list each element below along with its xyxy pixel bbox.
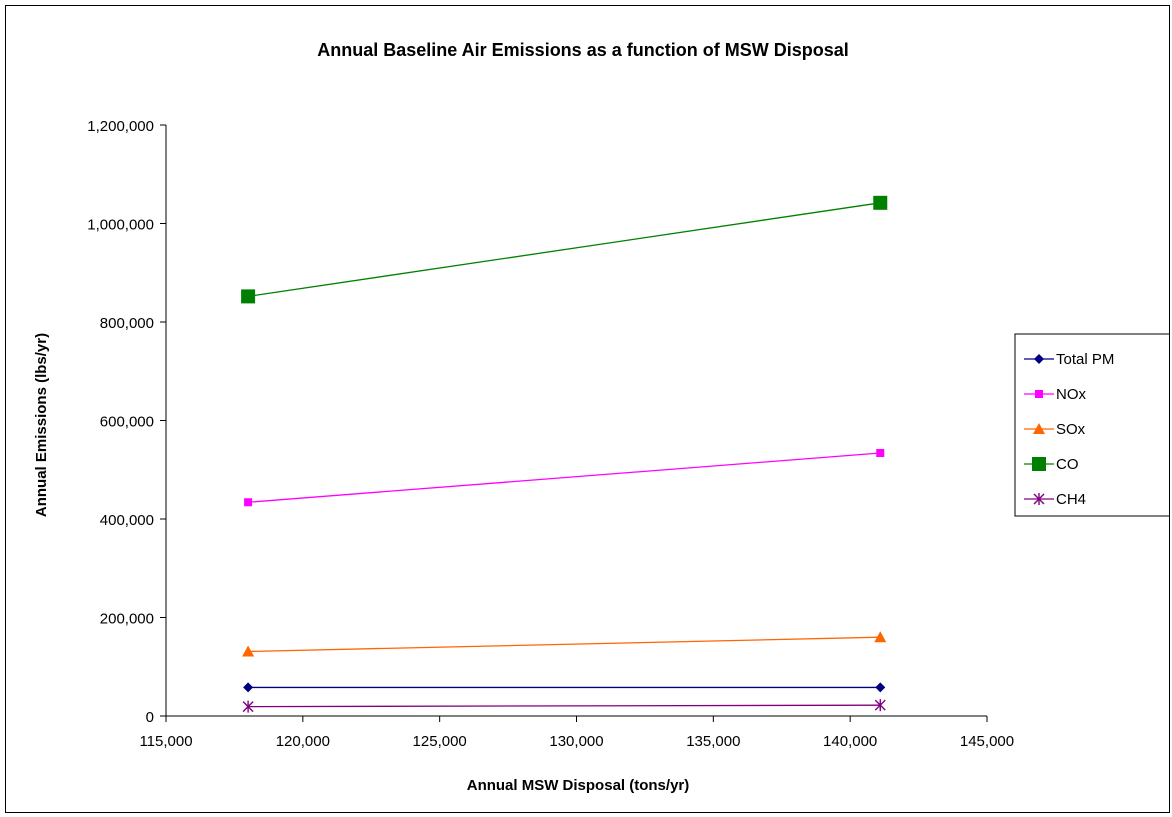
legend-label-co: CO	[1056, 456, 1079, 473]
x-tick-label: 115,000	[139, 733, 192, 750]
y-tick-label: 400,000	[100, 512, 154, 529]
data-point-nox	[876, 449, 885, 458]
data-point-total-pm	[243, 682, 254, 693]
chart-title: Annual Baseline Air Emissions as a funct…	[317, 40, 848, 60]
series-co	[241, 195, 888, 304]
line-chart: Annual Baseline Air Emissions as a funct…	[33, 40, 1172, 794]
x-tick-label: 140,000	[823, 733, 877, 750]
legend: Total PM NOx SOx CO CH4	[1014, 333, 1172, 517]
legend-label-total-pm: Total PM	[1056, 351, 1114, 368]
y-axis-title: Annual Emissions (lbs/yr)	[33, 333, 50, 517]
data-point-sox	[242, 645, 255, 657]
series-sox	[242, 631, 887, 657]
x-tick-label: 135,000	[686, 733, 740, 750]
axes: 0 200,000 400,000 600,000 800,000 1,000,000 1,…	[87, 118, 1014, 750]
legend-label-sox: SOx	[1056, 421, 1086, 438]
y-tick-label: 200,000	[100, 611, 154, 628]
series-ch4	[242, 699, 886, 713]
data-point-sox	[874, 631, 887, 643]
series-line-co	[248, 202, 881, 298]
legend-marker-nox	[1035, 390, 1043, 398]
x-tick-label: 125,000	[413, 733, 467, 750]
series-line-nox	[248, 452, 881, 503]
legend-marker-ch4	[1033, 493, 1045, 505]
legend-label-nox: NOx	[1056, 386, 1087, 403]
series-total-pm	[243, 682, 886, 693]
legend-marker-sox	[1033, 423, 1045, 434]
series-line-ch4	[248, 704, 881, 708]
y-tick-label: 600,000	[100, 414, 154, 431]
legend-box	[1014, 333, 1172, 517]
data-point-ch4	[242, 700, 254, 713]
x-tick-label: 120,000	[276, 733, 330, 750]
y-tick-label: 1,200,000	[87, 118, 154, 135]
legend-item-sox: SOx	[1024, 421, 1086, 438]
x-tick-label: 130,000	[549, 733, 603, 750]
data-point-total-pm	[875, 682, 886, 693]
legend-item-co: CO	[1024, 456, 1079, 473]
chart-area: Annual Baseline Air Emissions as a funct…	[5, 5, 1172, 813]
legend-item-total-pm: Total PM	[1024, 351, 1114, 368]
x-tick-label: 145,000	[960, 733, 1014, 750]
legend-marker-co	[1032, 457, 1046, 471]
data-point-nox	[244, 498, 253, 507]
data-point-co	[873, 195, 888, 210]
x-axis-title: Annual MSW Disposal (tons/yr)	[467, 777, 690, 794]
legend-item-ch4: CH4	[1024, 491, 1086, 508]
legend-marker-total-pm	[1034, 354, 1044, 364]
legend-items: Total PM NOx SOx CO CH4	[1024, 351, 1114, 508]
legend-item-nox: NOx	[1024, 386, 1087, 403]
y-tick-label: 800,000	[100, 315, 154, 332]
series-layer	[241, 195, 888, 713]
series-line-sox	[248, 636, 881, 653]
y-tick-label: 1,000,000	[87, 217, 154, 234]
data-point-ch4	[874, 699, 886, 712]
legend-label-ch4: CH4	[1056, 491, 1086, 508]
y-tick-label: 0	[146, 709, 154, 726]
data-point-co	[241, 289, 256, 304]
series-nox	[244, 449, 885, 507]
